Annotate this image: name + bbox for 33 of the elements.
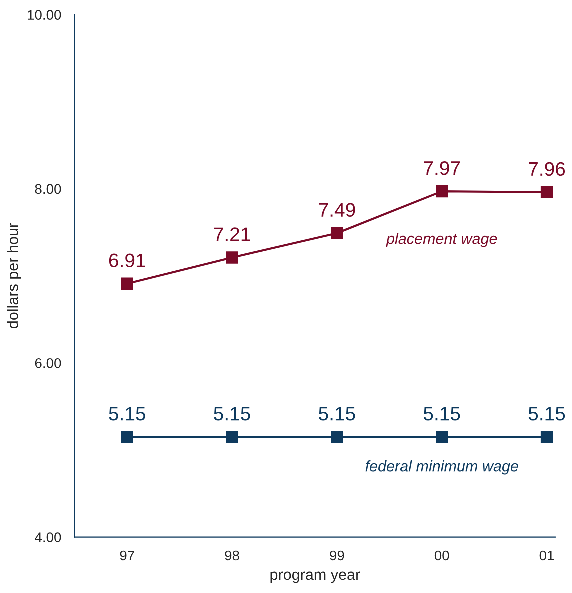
point [226,252,238,264]
point [540,186,554,199]
point [121,278,134,290]
x-tick-label: 00 [434,550,450,561]
x-axis-title: program year [270,572,360,584]
data-label: 7.96 [529,162,566,176]
y-axis-title: dollars per hour [7,223,22,328]
point [331,227,344,240]
data-label: 5.15 [319,407,356,421]
x-tick-label: 99 [330,550,344,561]
y-tick-label: 8.00 [35,184,62,194]
data-label: 7.49 [319,203,356,218]
x-tick-label: 97 [120,550,134,561]
series-label: federal minimum wage [366,460,518,475]
y-tick-label: 6.00 [35,358,62,368]
x-tick-label: 98 [225,550,240,561]
point [226,431,238,444]
point [436,431,448,444]
data-label: 5.15 [528,407,566,421]
point [540,431,554,444]
y-tick-label: 10.00 [28,10,62,20]
data-label: 7.21 [214,228,250,242]
point [121,431,134,444]
data-label: 5.15 [214,407,250,421]
y-tick-label: 4.00 [35,532,62,542]
data-label: 6.91 [109,254,146,268]
series-label: placement wage [386,233,498,248]
data-label: 5.15 [424,407,460,421]
point [436,186,448,198]
point [331,431,344,444]
data-label: 5.15 [109,407,146,421]
x-tick-label: 01 [540,550,554,561]
data-label: 7.97 [424,161,460,176]
